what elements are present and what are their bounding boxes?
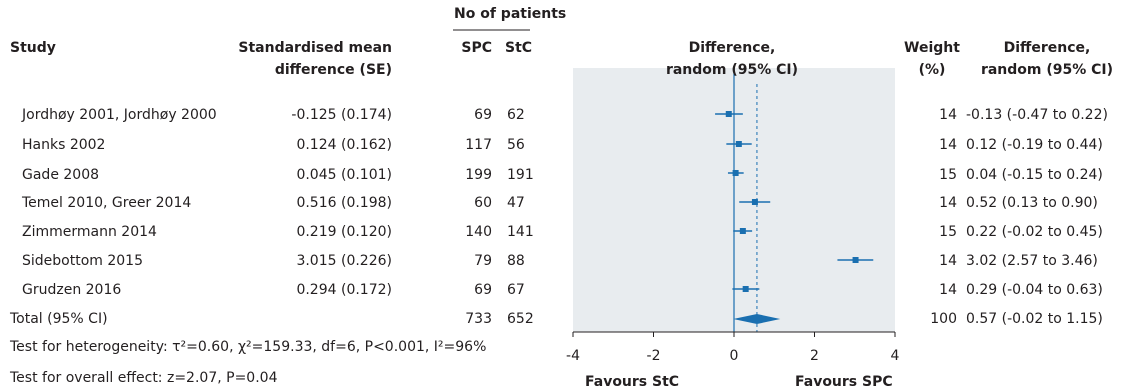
total-row: Total (95% CI) 733 652 100 0.57 (-0.02 t…	[0, 309, 1130, 331]
weight-value: 14	[939, 137, 957, 153]
study-name: Temel 2010, Greer 2014	[22, 195, 192, 211]
heterogeneity-test: Test for heterogeneity: τ²=0.60, χ²=159.…	[10, 339, 487, 355]
ci-text: 0.52 (0.13 to 0.90)	[966, 195, 1098, 211]
study-name: Jordhøy 2001, Jordhøy 2000	[22, 107, 217, 123]
spc-count: 69	[474, 282, 492, 298]
table-row: Hanks 2002 0.124 (0.162) 117 56 14 0.12 …	[0, 135, 1130, 157]
x-tick-label: -2	[647, 348, 661, 364]
table-row: Sidebottom 2015 3.015 (0.226) 79 88 14 3…	[0, 251, 1130, 273]
overall-effect-test: Test for overall effect: z=2.07, P=0.04	[10, 370, 278, 386]
point-estimate	[732, 170, 739, 176]
ci-text: -0.13 (-0.47 to 0.22)	[966, 107, 1108, 123]
weight-value: 14	[939, 282, 957, 298]
point-estimate	[742, 286, 749, 292]
weight-value: 14	[939, 107, 957, 123]
stc-header: StC	[505, 40, 533, 56]
study-name: Hanks 2002	[22, 137, 106, 153]
study-name: Sidebottom 2015	[22, 253, 143, 269]
point-estimate	[725, 111, 732, 117]
difference-header-line1: Difference,	[688, 40, 776, 56]
smd-value: 0.219 (0.120)	[296, 224, 392, 240]
point-estimate	[739, 228, 746, 234]
favours-stc-label: Favours StC	[585, 374, 680, 390]
weight-value: 15	[939, 167, 957, 183]
ci-text: 0.29 (-0.04 to 0.63)	[966, 282, 1103, 298]
total-stc-count: 652	[507, 311, 534, 327]
weight-header-line1: Weight	[904, 40, 960, 56]
stc-count: 62	[507, 107, 525, 123]
spc-header: SPC	[461, 40, 492, 56]
stc-count: 141	[507, 224, 534, 240]
total-ci-text: 0.57 (-0.02 to 1.15)	[966, 311, 1103, 327]
weight-value: 15	[939, 224, 957, 240]
difference-ci-header-line1: Difference,	[1003, 40, 1091, 56]
smd-value: 0.045 (0.101)	[296, 167, 392, 183]
spc-count: 117	[465, 137, 492, 153]
x-tick-label: 0	[730, 348, 739, 364]
weight-header-line2: (%)	[918, 62, 946, 78]
spc-count: 79	[474, 253, 492, 269]
pooled-diamond	[733, 314, 781, 324]
smd-value: 0.516 (0.198)	[296, 195, 392, 211]
smd-value: 0.294 (0.172)	[296, 282, 392, 298]
spc-count: 60	[474, 195, 492, 211]
x-tick-label: 2	[810, 348, 819, 364]
ci-text: 3.02 (2.57 to 3.46)	[966, 253, 1098, 269]
stc-count: 67	[507, 282, 525, 298]
weight-value: 14	[939, 195, 957, 211]
spc-count: 199	[465, 167, 492, 183]
patients-group-header: No of patients	[454, 6, 567, 22]
point-estimate	[735, 141, 742, 147]
weight-value: 14	[939, 253, 957, 269]
stc-count: 47	[507, 195, 525, 211]
ci-text: 0.22 (-0.02 to 0.45)	[966, 224, 1103, 240]
total-label: Total (95% CI)	[10, 311, 108, 327]
difference-header-line2: random (95% CI)	[665, 62, 799, 78]
point-estimate	[852, 257, 859, 263]
smd-value: -0.125 (0.174)	[291, 107, 392, 123]
favours-spc-label: Favours SPC	[795, 374, 893, 390]
study-name: Zimmermann 2014	[22, 224, 157, 240]
ci-text: 0.12 (-0.19 to 0.44)	[966, 137, 1103, 153]
table-row: Gade 2008 0.045 (0.101) 199 191 15 0.04 …	[0, 165, 1130, 187]
table-row: Temel 2010, Greer 2014 0.516 (0.198) 60 …	[0, 193, 1130, 215]
ci-text: 0.04 (-0.15 to 0.24)	[966, 167, 1103, 183]
stc-count: 191	[507, 167, 534, 183]
x-tick-label: -4	[566, 348, 580, 364]
x-tick-label: 4	[891, 348, 900, 364]
table-row: Jordhøy 2001, Jordhøy 2000 -0.125 (0.174…	[0, 105, 1130, 127]
study-name: Grudzen 2016	[22, 282, 122, 298]
study-name: Gade 2008	[22, 167, 100, 183]
smd-value: 3.015 (0.226)	[296, 253, 392, 269]
difference-ci-header-line2: random (95% CI)	[980, 62, 1114, 78]
total-weight: 100	[930, 311, 957, 327]
spc-count: 140	[465, 224, 492, 240]
stc-count: 56	[507, 137, 525, 153]
stc-count: 88	[507, 253, 525, 269]
total-spc-count: 733	[465, 311, 492, 327]
smd-header-line1: Standardised mean	[238, 40, 392, 56]
table-row: Grudzen 2016 0.294 (0.172) 69 67 14 0.29…	[0, 280, 1130, 302]
study-header: Study	[10, 40, 56, 56]
table-row: Zimmermann 2014 0.219 (0.120) 140 141 15…	[0, 222, 1130, 244]
spc-count: 69	[474, 107, 492, 123]
point-estimate	[751, 199, 758, 205]
smd-header-line2: difference (SE)	[274, 62, 392, 78]
smd-value: 0.124 (0.162)	[296, 137, 392, 153]
